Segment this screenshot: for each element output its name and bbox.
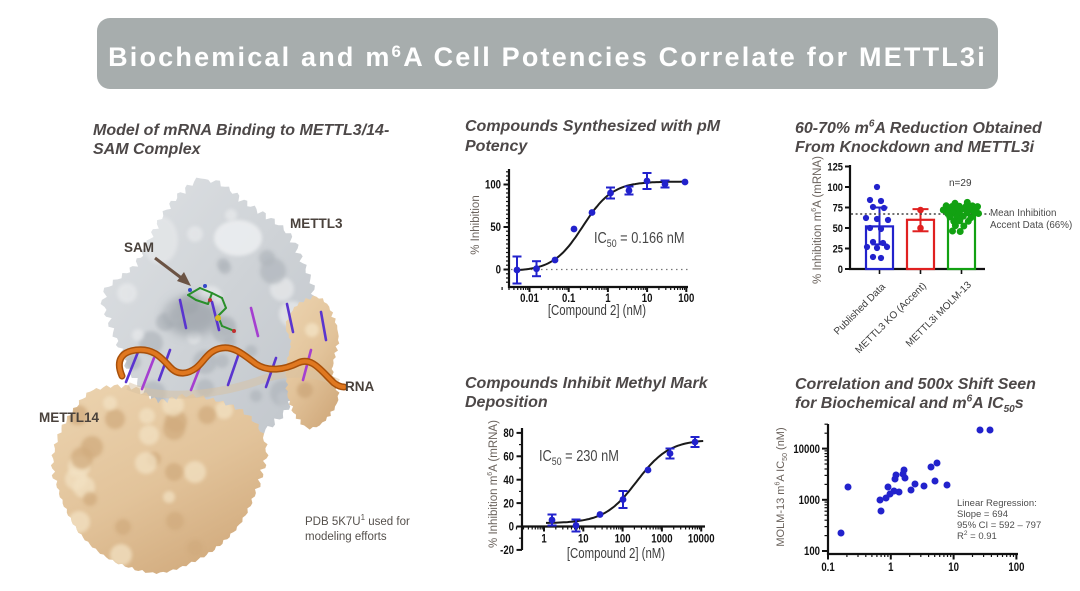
svg-text:1: 1 [541, 533, 546, 546]
svg-text:20: 20 [503, 497, 514, 510]
svg-text:10000: 10000 [688, 533, 715, 546]
svg-text:75: 75 [833, 203, 844, 215]
svg-text:0.1: 0.1 [562, 292, 575, 305]
svg-text:1000: 1000 [651, 533, 672, 546]
svg-text:100: 100 [678, 292, 694, 305]
svg-text:50: 50 [833, 223, 844, 235]
svg-text:10: 10 [642, 292, 653, 305]
svg-text:0: 0 [838, 264, 843, 276]
svg-text:50: 50 [490, 221, 501, 234]
svg-text:10: 10 [948, 561, 959, 574]
svg-text:80: 80 [503, 427, 514, 440]
svg-text:0: 0 [496, 264, 501, 277]
svg-text:0.01: 0.01 [520, 292, 539, 305]
svg-text:100: 100 [1008, 561, 1024, 574]
svg-text:10000: 10000 [793, 443, 820, 456]
svg-text:125: 125 [827, 162, 843, 174]
svg-text:60: 60 [503, 451, 514, 464]
svg-text:1000: 1000 [799, 494, 820, 507]
svg-text:10: 10 [578, 533, 589, 546]
svg-text:1: 1 [605, 292, 610, 305]
svg-text:-20: -20 [500, 544, 514, 557]
svg-text:100: 100 [485, 179, 501, 192]
svg-text:100: 100 [615, 533, 631, 546]
svg-text:100: 100 [827, 182, 843, 194]
svg-text:40: 40 [503, 474, 514, 487]
svg-text:1: 1 [888, 561, 893, 574]
svg-text:25: 25 [833, 244, 844, 256]
svg-text:0.1: 0.1 [821, 561, 834, 574]
svg-text:0: 0 [509, 521, 514, 534]
svg-text:100: 100 [804, 545, 820, 558]
